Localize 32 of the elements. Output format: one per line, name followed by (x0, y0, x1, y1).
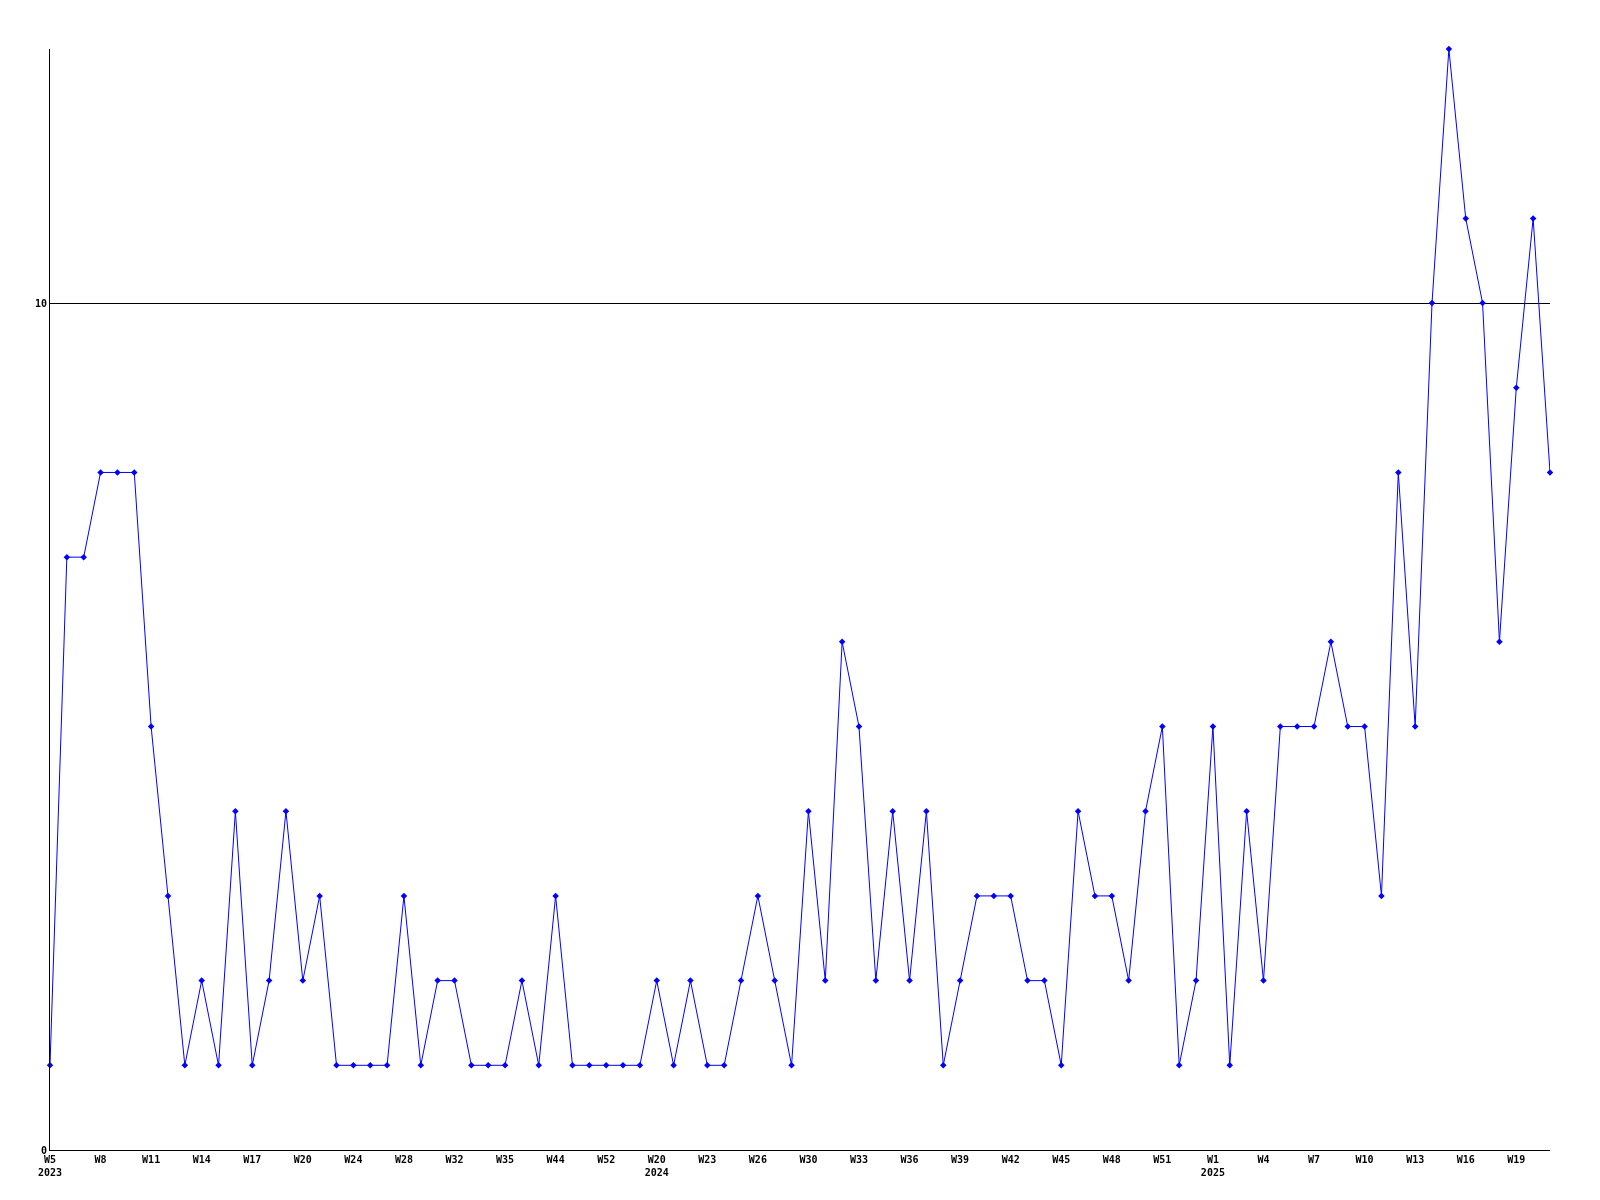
x-tick-label: W42 (1001, 1154, 1020, 1165)
x-tick-label: W8 (94, 1154, 107, 1165)
x-tick-label: W35 (496, 1154, 515, 1165)
x-tick-label: W20 (293, 1154, 312, 1165)
x-tick-label: W5 2023 (37, 1154, 63, 1178)
x-tick-label: W4 (1257, 1154, 1270, 1165)
x-tick-label: W20 2024 (644, 1154, 669, 1178)
x-tick-label: W14 (192, 1154, 211, 1165)
x-tick-label: W11 (142, 1154, 161, 1165)
x-tick-label: W32 (445, 1154, 464, 1165)
x-tick-label: W16 (1456, 1154, 1475, 1165)
x-tick-label: W26 (748, 1154, 767, 1165)
x-tick-label: W48 (1102, 1154, 1121, 1165)
x-tick-label: W39 (951, 1154, 970, 1165)
x-tick-label: W7 (1308, 1154, 1321, 1165)
x-tick-label: W52 (597, 1154, 616, 1165)
x-tick-label: W45 (1052, 1154, 1071, 1165)
x-tick-label: W33 (849, 1154, 869, 1165)
x-tick-label: W1 2025 (1200, 1154, 1225, 1178)
x-tick-label: W36 (900, 1154, 919, 1165)
x-tick-label: W51 (1153, 1154, 1172, 1165)
x-tick-label: W30 (799, 1154, 818, 1165)
y-tick-label: 10 (34, 297, 47, 309)
x-tick-label: W44 (546, 1154, 565, 1165)
x-tick-label: W10 (1355, 1154, 1374, 1165)
y-tick-label: 0 (40, 1144, 47, 1156)
x-tick-label: W19 (1507, 1154, 1526, 1165)
x-tick-label: W24 (344, 1154, 363, 1165)
x-tick-label: W13 (1406, 1154, 1425, 1165)
x-tick-label: W28 (394, 1154, 413, 1165)
x-tick-label: W17 (243, 1154, 262, 1165)
x-tick-label: W23 (698, 1154, 717, 1165)
